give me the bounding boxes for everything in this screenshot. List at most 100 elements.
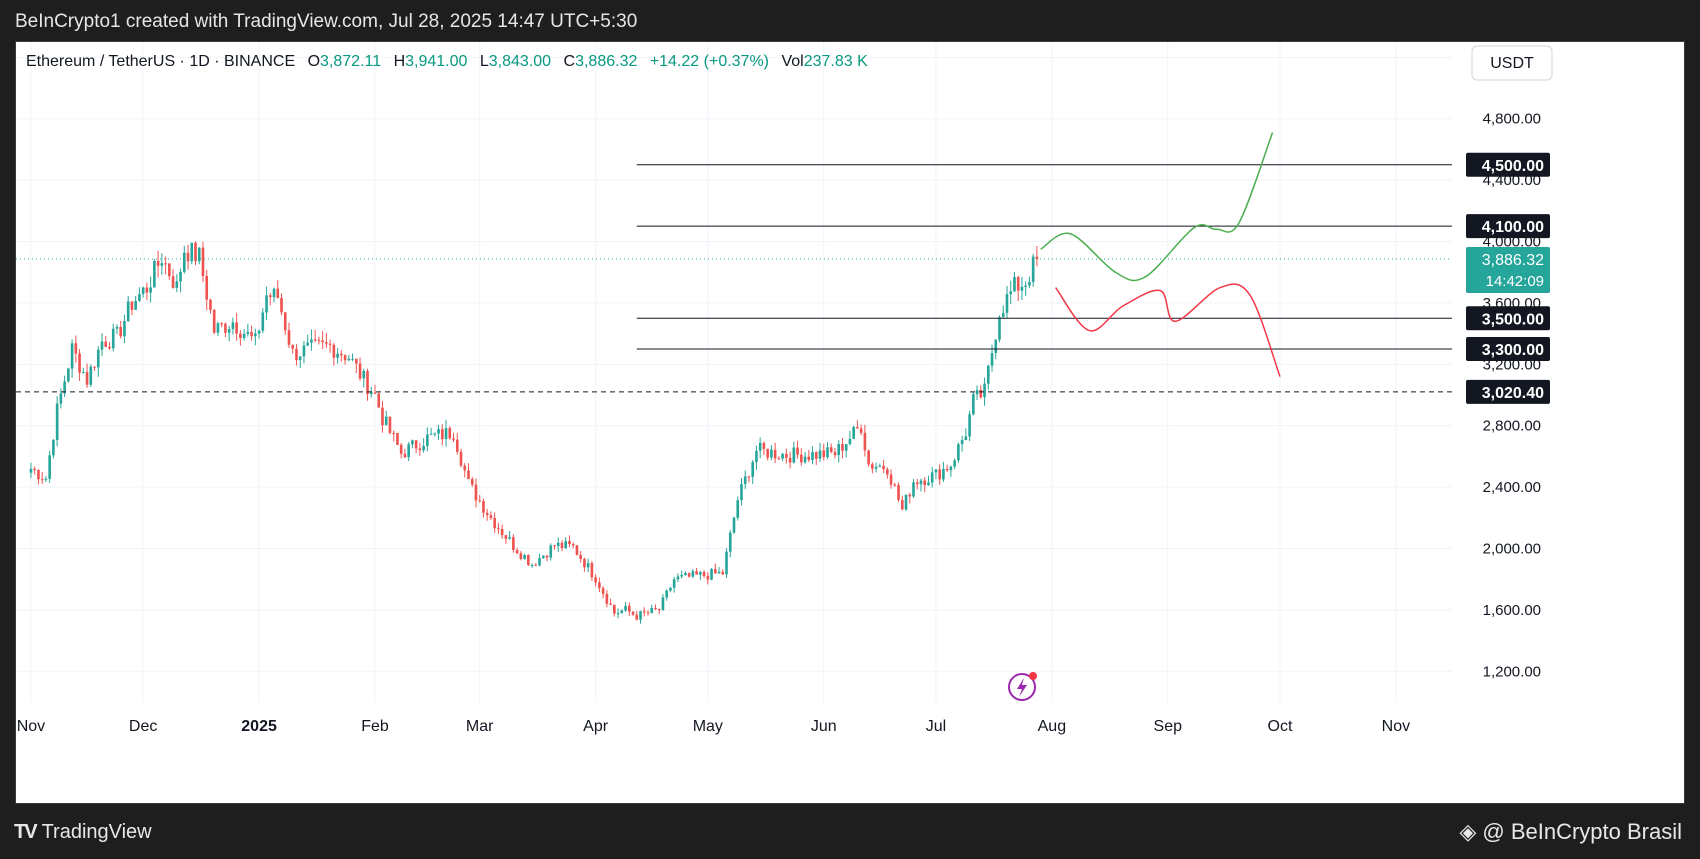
chart-frame[interactable]: 5,200.004,800.004,400.004,000.003,600.00…	[15, 41, 1685, 804]
candle-body	[549, 545, 553, 558]
lightning-icon[interactable]	[1008, 672, 1037, 701]
candle-body	[201, 247, 205, 276]
candle-body	[777, 458, 781, 460]
candle-body	[482, 501, 485, 513]
candle-body	[141, 287, 145, 295]
candle-body	[48, 455, 51, 479]
candle-body	[403, 453, 407, 458]
candle-body	[687, 573, 691, 577]
legend: Ethereum / TetherUS · 1D · BINANCE O3,87…	[26, 53, 868, 70]
candle-body	[123, 321, 126, 337]
candle-body	[684, 573, 687, 575]
candle-body	[605, 593, 609, 604]
time-tick-label: Dec	[129, 718, 157, 735]
candle-body	[728, 532, 732, 552]
candle-body	[829, 447, 833, 452]
currency-button[interactable]: USDT	[1471, 45, 1553, 81]
svg-text:Ethereum / TetherUS · 1D · BIN: Ethereum / TetherUS · 1D · BINANCE O3,87…	[26, 53, 868, 70]
candle-body	[568, 541, 571, 544]
candle-body	[354, 358, 358, 364]
high-label: H	[394, 53, 406, 70]
candle-body	[212, 309, 216, 333]
candle-body	[972, 394, 975, 415]
candle-body	[220, 323, 223, 325]
current-price-tag	[1466, 246, 1550, 293]
candle-body	[463, 465, 467, 471]
time-axis[interactable]: Nov Dec 2025 Feb Mar Apr May Jun Jul Aug Sep Oct Nov	[17, 718, 1410, 735]
candle-body	[874, 466, 878, 469]
candle-body	[751, 462, 755, 477]
candle-body	[657, 609, 661, 611]
candle-body	[792, 447, 796, 463]
candle-body	[455, 439, 459, 452]
candle-body	[908, 494, 912, 497]
candle-body	[541, 555, 545, 558]
candle-body	[938, 469, 941, 480]
candle-body	[762, 442, 766, 449]
candle-body	[766, 448, 769, 458]
candle-body	[478, 500, 482, 502]
tradingview-logo-text: TradingView	[41, 820, 152, 843]
candle-body	[418, 448, 422, 451]
candle-body	[743, 476, 747, 484]
candle-body	[1016, 277, 1020, 291]
level-price-label: 4,500.00	[1482, 158, 1544, 175]
candle-body	[732, 517, 736, 533]
grid	[16, 42, 1452, 702]
candle-body	[1031, 256, 1035, 282]
candle-body	[493, 517, 496, 529]
candle-body	[904, 494, 908, 510]
candle-body	[672, 579, 676, 588]
price-chart[interactable]: 5,200.004,800.004,400.004,000.003,600.00…	[16, 42, 1684, 803]
candle-body	[325, 342, 328, 344]
candle-body	[508, 537, 511, 539]
candle-body	[276, 288, 280, 298]
candle-body	[800, 454, 803, 463]
candle-body	[504, 535, 508, 539]
price-axis[interactable]: 5,200.004,800.004,400.004,000.003,600.00…	[1466, 49, 1550, 680]
candle-body	[713, 569, 717, 574]
candle-body	[441, 429, 444, 440]
candle-body	[650, 607, 654, 613]
candle-body	[601, 588, 605, 594]
candle-body	[986, 365, 990, 384]
candle-body	[392, 432, 396, 434]
candle-body	[613, 604, 616, 614]
candle-body	[182, 252, 186, 272]
candle-body	[459, 451, 463, 466]
candle-body	[852, 426, 855, 439]
time-tick-label: Nov	[1382, 718, 1410, 735]
close-value: 3,886.32	[575, 53, 637, 70]
time-tick-label: Oct	[1268, 718, 1293, 735]
close-label: C	[564, 53, 576, 70]
candle-body	[897, 485, 900, 501]
candle-body	[246, 331, 250, 334]
candle-body	[37, 470, 40, 480]
open-value: 3,872.11	[320, 53, 381, 70]
candle-body	[373, 392, 377, 394]
candle-body	[399, 444, 403, 454]
horizontal-levels	[16, 164, 1452, 393]
candle-body	[811, 452, 814, 460]
candle-body	[695, 571, 698, 575]
candle-body	[624, 605, 627, 611]
candle-body	[444, 428, 448, 440]
level-price-tag	[1466, 214, 1550, 239]
candle-body	[261, 312, 265, 331]
countdown-label: 14:42:09	[1486, 273, 1544, 290]
candle-body	[579, 554, 582, 559]
candle-body	[960, 440, 964, 445]
tradingview-logo[interactable]: TV TradingView	[14, 821, 152, 843]
candle-body	[343, 355, 347, 361]
candle-body	[422, 445, 425, 451]
open-label: O	[308, 53, 320, 70]
attribution-bar: BeInCrypto1 created with TradingView.com…	[0, 0, 1700, 44]
candle-body	[306, 342, 309, 346]
candle-body	[994, 339, 998, 354]
time-tick-label: Apr	[583, 718, 609, 735]
candle-body	[519, 553, 523, 559]
candle-body	[975, 389, 979, 395]
candle-body	[740, 483, 743, 501]
candle-body	[575, 545, 579, 555]
candle-body	[882, 465, 885, 470]
